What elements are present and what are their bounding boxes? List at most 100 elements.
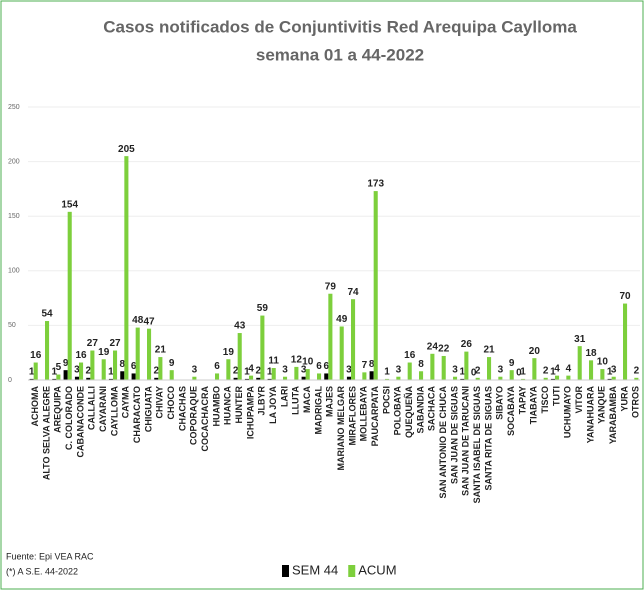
bar (600, 369, 605, 380)
x-tick-label: CAYLLOMA (109, 386, 119, 437)
x-tick-label: CHIVAY (155, 386, 165, 419)
x-tick-label: TISCO (540, 386, 550, 414)
x-tick-label: JLBYR (257, 386, 267, 416)
x-tick-label: ICHUPAMPA (245, 386, 255, 440)
bar (589, 360, 594, 380)
value-label: 59 (257, 303, 269, 314)
value-label: 3 (282, 364, 288, 375)
value-label: 3 (452, 364, 458, 375)
value-label: 74 (347, 287, 359, 298)
bar (464, 351, 469, 380)
bar (441, 355, 446, 380)
bar (294, 366, 299, 380)
value-label: 6 (131, 361, 137, 372)
value-label: 16 (404, 350, 416, 361)
bar (249, 375, 254, 380)
x-tick-label: C. COLORADO (64, 386, 74, 450)
chart-title: Casos notificados de Conjuntivitis Red A… (103, 17, 577, 36)
y-tick-label: 250 (8, 104, 20, 111)
value-label: 47 (143, 316, 155, 327)
bar (131, 373, 136, 380)
value-label: 1 (607, 367, 613, 378)
value-label: 24 (427, 341, 439, 352)
x-tick-label: YANAHUARA (585, 386, 595, 444)
value-label: 70 (619, 291, 631, 302)
bar (120, 371, 125, 380)
x-tick-label: TIABAYA (529, 386, 539, 425)
legend-label: SEM 44 (292, 562, 338, 577)
bar (101, 359, 106, 380)
value-label: 205 (118, 144, 135, 155)
bar (135, 327, 140, 380)
x-tick-label: ALTO SELVA ALEGRE (41, 386, 51, 480)
value-label: 21 (155, 345, 167, 356)
bar (623, 303, 628, 380)
bar (301, 376, 306, 380)
value-label: 2 (475, 365, 481, 376)
x-tick-label: ACHOMA (30, 386, 40, 427)
value-label: 2 (86, 365, 92, 376)
x-tick-label: MOLLEBAYA (359, 386, 369, 442)
x-tick-label: SABANDIA (415, 386, 425, 434)
bar (86, 377, 91, 380)
bar (237, 333, 242, 380)
bar (396, 376, 401, 380)
bar (52, 378, 57, 380)
bar (566, 375, 571, 380)
bar (74, 376, 79, 380)
value-label: 5 (56, 362, 62, 373)
value-label: 8 (418, 359, 424, 370)
bar (260, 315, 265, 380)
bar (271, 367, 276, 380)
bar (460, 378, 465, 380)
value-label: 4 (248, 363, 254, 374)
bar (233, 377, 238, 380)
x-tick-label: AREQUIPA (53, 386, 63, 433)
bar (305, 369, 310, 380)
y-tick-label: 150 (8, 213, 20, 220)
value-label: 54 (41, 309, 53, 320)
bar (56, 374, 61, 380)
x-tick-label: COPORAQUE (189, 386, 199, 445)
value-label: 1 (108, 367, 114, 378)
bar (453, 376, 458, 380)
value-label: 8 (120, 359, 126, 370)
bar (90, 350, 95, 380)
x-tick-label: SANTA RITA DE SIGUAS (483, 386, 493, 491)
value-label: 6 (214, 361, 220, 372)
x-tick-label: POLOBAYA (393, 386, 403, 436)
value-label: 18 (585, 348, 597, 359)
value-label: 1 (550, 367, 556, 378)
value-label: 19 (98, 347, 110, 358)
value-label: 4 (566, 363, 572, 374)
value-label: 19 (223, 347, 235, 358)
note: (*) A S.E. 44-2022 (6, 566, 78, 576)
value-label: 1 (384, 367, 390, 378)
value-label: 11 (268, 356, 279, 367)
x-tick-label: HUAMBO (211, 386, 221, 427)
legend-label: ACUM (358, 562, 396, 577)
x-tick-label: PAUCARPATA (370, 385, 380, 446)
bar (147, 328, 152, 380)
bar (158, 357, 163, 380)
bar (634, 377, 639, 380)
value-label: 1 (52, 367, 58, 378)
bar (543, 377, 548, 380)
bar (256, 377, 261, 380)
value-label: 1 (29, 367, 35, 378)
value-label: 21 (483, 345, 495, 356)
x-tick-label: HUANCA (223, 386, 233, 425)
x-tick-label: VITOR (574, 386, 584, 414)
bar (487, 357, 492, 380)
value-label: 31 (574, 334, 586, 345)
bar (339, 326, 344, 380)
bar (63, 370, 68, 380)
x-tick-label: QUEQUEÑA (404, 386, 414, 439)
value-label: 2 (233, 365, 239, 376)
value-label: 2 (154, 365, 160, 376)
legend-swatch (282, 565, 289, 577)
value-label: 22 (438, 344, 450, 355)
value-label: 8 (369, 359, 375, 370)
x-tick-label: UCHUMAYO (563, 386, 573, 438)
x-tick-label: MACA (302, 386, 312, 413)
